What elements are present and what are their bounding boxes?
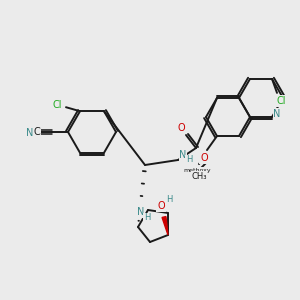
Text: H: H	[144, 214, 150, 223]
Text: O: O	[157, 201, 165, 211]
Text: O: O	[200, 153, 208, 163]
Text: N: N	[273, 109, 281, 119]
Text: O: O	[177, 123, 185, 133]
Text: N: N	[137, 207, 145, 217]
Text: H: H	[186, 155, 192, 164]
Text: C: C	[34, 127, 40, 137]
Text: N: N	[179, 150, 187, 160]
Text: N: N	[26, 128, 34, 138]
Text: H: H	[166, 196, 172, 205]
Text: Cl: Cl	[276, 96, 286, 106]
Text: Cl: Cl	[52, 100, 62, 110]
Polygon shape	[162, 217, 168, 235]
Text: methoxy: methoxy	[183, 168, 211, 172]
Text: O: O	[200, 153, 208, 163]
Text: CH₃: CH₃	[191, 172, 207, 181]
